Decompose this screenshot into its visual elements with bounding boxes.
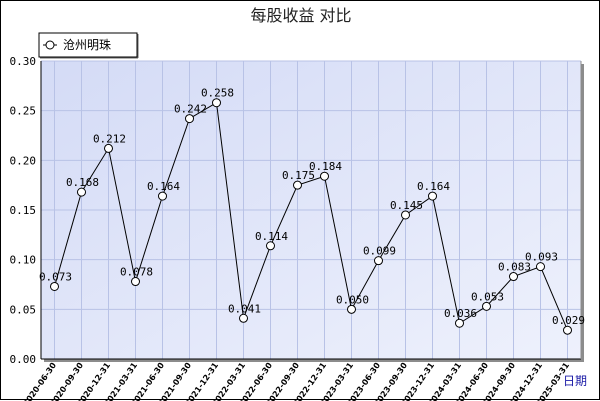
- legend-circle-marker: [45, 40, 55, 50]
- data-point: [239, 313, 248, 323]
- data-label: 0.029: [552, 314, 585, 327]
- data-point: [347, 304, 356, 314]
- x-axis-label: 日期: [563, 374, 587, 388]
- data-point: [374, 256, 383, 266]
- data-point: [77, 187, 86, 197]
- data-point: [50, 281, 59, 291]
- data-label: 0.053: [471, 290, 504, 303]
- data-point: [293, 180, 302, 190]
- y-tick-label: 0.05: [10, 303, 37, 316]
- data-label: 0.184: [309, 160, 342, 173]
- data-label: 0.083: [498, 261, 531, 274]
- y-tick-label: 0.20: [10, 154, 37, 167]
- y-tick-label: 0.00: [10, 353, 37, 366]
- data-label: 0.212: [93, 132, 126, 145]
- legend-series-name: 沧州明珠: [63, 37, 111, 52]
- y-tick-label: 0.15: [10, 204, 37, 217]
- data-point: [509, 272, 518, 282]
- data-point: [320, 171, 329, 181]
- data-label: 0.078: [120, 266, 153, 279]
- data-point: [104, 143, 113, 153]
- data-label: 0.036: [444, 307, 477, 320]
- data-point: [131, 277, 140, 287]
- data-label: 0.099: [363, 245, 396, 258]
- data-label: 0.168: [66, 176, 99, 189]
- chart-title: 每股收益 对比: [250, 6, 351, 25]
- data-point: [158, 191, 167, 201]
- data-point: [266, 241, 275, 251]
- data-label: 0.145: [390, 199, 423, 212]
- data-label: 0.041: [228, 302, 261, 315]
- data-point: [401, 210, 410, 220]
- data-label: 0.050: [336, 293, 369, 306]
- series-line: [54, 101, 568, 331]
- data-label: 0.175: [282, 169, 315, 182]
- data-point: [212, 98, 221, 108]
- data-point: [428, 191, 437, 201]
- y-tick-label: 0.30: [10, 55, 37, 68]
- y-tick-label: 0.10: [10, 254, 37, 267]
- data-label: 0.114: [255, 230, 288, 243]
- data-label: 0.242: [174, 103, 207, 116]
- data-point: [482, 301, 491, 311]
- y-tick-label: 0.25: [10, 105, 37, 118]
- legend: 沧州明珠: [38, 32, 139, 59]
- data-label: 0.164: [147, 180, 180, 193]
- data-label: 0.258: [201, 87, 234, 100]
- data-label: 0.164: [417, 180, 450, 193]
- data-point: [455, 318, 464, 328]
- data-point: [563, 325, 572, 335]
- data-label: 0.073: [39, 270, 72, 283]
- data-point: [536, 262, 545, 272]
- data-label: 0.093: [525, 251, 558, 264]
- data-point: [185, 114, 194, 124]
